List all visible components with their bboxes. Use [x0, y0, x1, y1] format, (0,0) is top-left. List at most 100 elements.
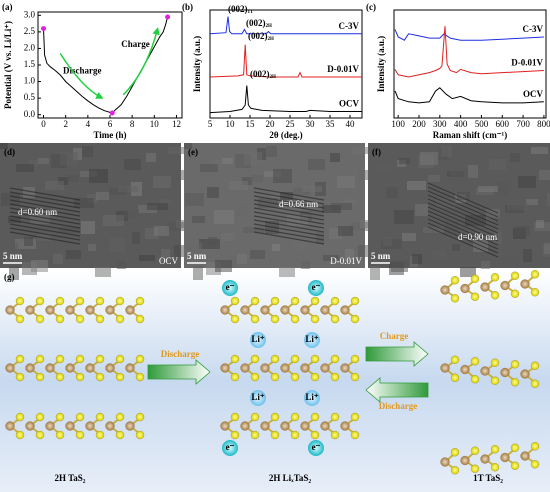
atom	[310, 372, 320, 382]
atom	[450, 355, 460, 364]
tem-texture	[244, 152, 262, 165]
atom	[450, 294, 460, 303]
atom	[310, 412, 320, 422]
atom	[105, 421, 115, 431]
tem-texture	[337, 176, 355, 188]
tem-texture	[215, 260, 232, 272]
lattice-fringe	[253, 203, 325, 217]
atom	[310, 430, 320, 440]
atom	[75, 412, 85, 422]
atom	[290, 412, 300, 422]
tem-texture	[526, 199, 538, 205]
atom	[470, 464, 480, 473]
atom	[240, 305, 250, 315]
lithium-ion	[304, 332, 320, 348]
atom	[440, 457, 450, 467]
atom	[85, 305, 95, 315]
tem-texture	[23, 187, 35, 198]
atom	[350, 372, 360, 382]
atom	[115, 354, 125, 364]
tem-texture	[378, 164, 396, 172]
peak-label: (002)1T	[228, 4, 254, 15]
lattice-fringe	[427, 190, 499, 222]
tem-texture	[193, 266, 203, 280]
atom	[230, 296, 240, 306]
atom	[95, 430, 105, 440]
atom	[510, 443, 520, 452]
x-tick-label: 4	[86, 119, 91, 129]
tem-texture	[331, 203, 352, 210]
tem-texture	[161, 249, 170, 262]
process-arrow	[147, 359, 211, 385]
tem-texture	[2, 243, 18, 254]
lattice-fringe	[9, 215, 81, 229]
tem-texture	[237, 254, 247, 264]
atom	[320, 305, 330, 315]
process-label: Charge	[380, 331, 409, 341]
x-tick-label: 2	[63, 119, 68, 129]
y-tick-label: 3.0	[24, 9, 36, 19]
atom	[340, 363, 350, 373]
atom	[270, 430, 280, 440]
atom	[510, 461, 520, 470]
atom	[230, 430, 240, 440]
atom	[135, 296, 145, 306]
atom	[280, 363, 290, 373]
x-tick-label: 100	[391, 119, 405, 129]
tem-texture	[301, 261, 310, 269]
atom	[440, 285, 450, 295]
y-tick-label: 2.0	[24, 43, 36, 53]
lattice-fringe	[427, 210, 499, 242]
x-tick-label: 15	[246, 119, 256, 129]
atom	[75, 354, 85, 364]
tem-texture	[360, 220, 368, 228]
x-tick-label: 700	[516, 119, 530, 129]
atom	[490, 358, 500, 367]
atom	[75, 372, 85, 382]
tem-texture	[539, 170, 550, 180]
lattice-fringe	[253, 191, 325, 205]
tem-texture	[481, 261, 490, 269]
atom	[240, 363, 250, 373]
atom	[35, 412, 45, 422]
tem-texture	[329, 228, 342, 239]
atom	[135, 412, 145, 422]
atom	[65, 421, 75, 431]
x-tick-label: 8	[130, 119, 135, 129]
atom	[55, 372, 65, 382]
atom	[530, 442, 540, 451]
lattice-fringe	[427, 218, 499, 250]
lattice-fringe	[253, 211, 325, 225]
atom	[490, 376, 500, 385]
tem-texture	[67, 175, 79, 182]
tem-texture	[9, 266, 19, 280]
ion-label: Li⁺	[305, 334, 319, 344]
electron	[222, 440, 238, 456]
tem-texture	[515, 226, 530, 236]
atom	[530, 361, 540, 370]
atom	[250, 412, 260, 422]
atom	[440, 363, 450, 373]
atom	[35, 296, 45, 306]
tem-texture	[96, 192, 109, 200]
annotation: Charge	[121, 39, 150, 49]
x-tick-label: 300	[433, 119, 447, 129]
condition-label: D-0.01V	[330, 256, 362, 266]
peak-label: (002)2H	[246, 18, 272, 29]
atom	[65, 305, 75, 315]
atom	[25, 363, 35, 373]
process-label: Discharge	[161, 349, 200, 359]
tem-texture	[125, 209, 139, 218]
atom	[460, 364, 470, 375]
tem-texture	[251, 175, 263, 182]
atom	[520, 451, 530, 461]
series-label: C-3V	[339, 21, 360, 31]
atom	[230, 354, 240, 364]
tem-texture	[221, 233, 235, 241]
data-line	[394, 87, 544, 104]
tem-texture	[497, 182, 508, 196]
atom	[470, 375, 480, 384]
atom	[95, 372, 105, 382]
atom	[115, 296, 125, 306]
tem-texture	[74, 198, 94, 208]
